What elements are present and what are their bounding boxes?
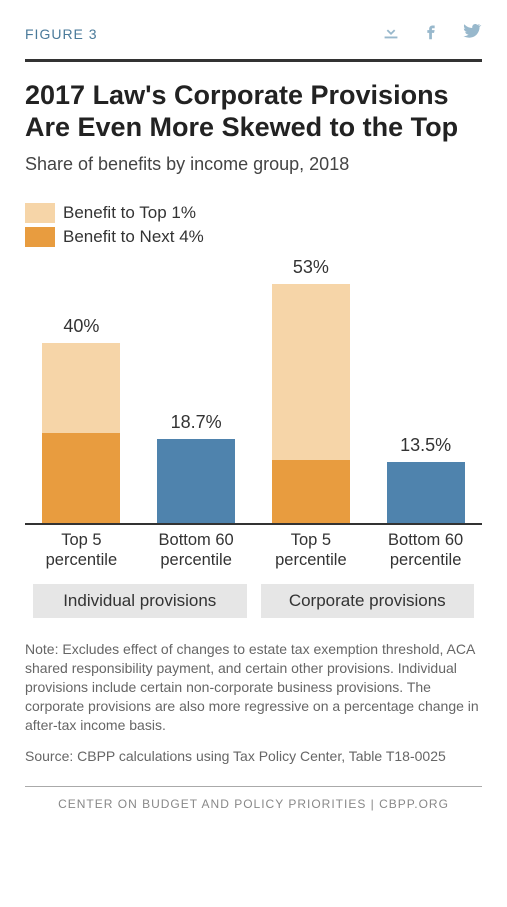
legend-label-next4: Benefit to Next 4%: [63, 227, 204, 247]
header-row: FIGURE 3: [25, 20, 482, 47]
share-icons: [380, 20, 482, 47]
legend-label-top1: Benefit to Top 1%: [63, 203, 196, 223]
x-label: Top 5percentile: [263, 531, 360, 571]
bar-stack: [387, 462, 465, 523]
bar-corp_bottom60: 13.5%: [377, 255, 474, 523]
bar-segment-bottom: [387, 462, 465, 523]
legend-swatch-top1: [25, 203, 55, 223]
bar-segment-bottom: [157, 439, 235, 523]
bar-indiv_bottom60: 18.7%: [148, 255, 245, 523]
x-axis-labels: Top 5percentile Bottom 60percentile Top 5p…: [25, 525, 482, 571]
x-label: Bottom 60percentile: [377, 531, 474, 571]
group-label-corporate: Corporate provisions: [261, 584, 475, 618]
bar-value-label: 18.7%: [171, 412, 222, 433]
twitter-icon[interactable]: [460, 20, 482, 47]
chart-note: Note: Excludes effect of changes to esta…: [25, 640, 482, 734]
title-divider: [25, 59, 482, 62]
chart-title: 2017 Law's Corporate Provisions Are Even…: [25, 80, 482, 144]
facebook-icon[interactable]: [420, 20, 442, 47]
bar-segment-top1: [42, 343, 120, 433]
bar-stack: [272, 284, 350, 523]
legend-swatch-next4: [25, 227, 55, 247]
bar-corp_top5: 53%: [263, 255, 360, 523]
bar-indiv_top5: 40%: [33, 255, 130, 523]
bar-segment-top1: [272, 284, 350, 460]
chart-subtitle: Share of benefits by income group, 2018: [25, 154, 482, 175]
legend: Benefit to Top 1% Benefit to Next 4%: [25, 203, 482, 247]
bar-value-label: 13.5%: [400, 435, 451, 456]
bar-segment-next4: [272, 460, 350, 523]
bar-segment-next4: [42, 433, 120, 523]
chart-source: Source: CBPP calculations using Tax Poli…: [25, 747, 482, 766]
bar-value-label: 40%: [63, 316, 99, 337]
group-labels: Individual provisions Corporate provisio…: [25, 584, 482, 618]
figure-label: FIGURE 3: [25, 26, 98, 42]
bar-value-label: 53%: [293, 257, 329, 278]
x-label: Top 5percentile: [33, 531, 130, 571]
bar-stack: [157, 439, 235, 523]
x-label: Bottom 60percentile: [148, 531, 245, 571]
footer-text: CENTER ON BUDGET AND POLICY PRIORITIES |…: [25, 797, 482, 811]
download-icon[interactable]: [380, 20, 402, 47]
legend-item-top1: Benefit to Top 1%: [25, 203, 482, 223]
footer-rule: [25, 786, 482, 787]
bar-stack: [42, 343, 120, 523]
group-label-individual: Individual provisions: [33, 584, 247, 618]
chart-area: 40% 18.7% 53% 13.5%: [25, 255, 482, 525]
legend-item-next4: Benefit to Next 4%: [25, 227, 482, 247]
